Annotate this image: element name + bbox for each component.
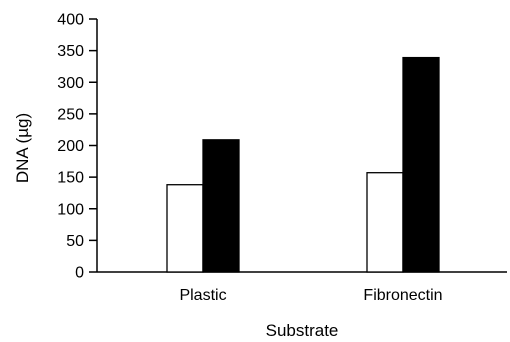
y-tick-label: 50 xyxy=(66,233,84,250)
y-tick-label: 150 xyxy=(57,170,84,187)
y-tick-label: 250 xyxy=(57,106,84,123)
x-axis-title: Substrate xyxy=(266,321,339,340)
bar xyxy=(366,172,404,273)
y-tick-label: 0 xyxy=(75,265,84,282)
bar xyxy=(202,139,240,273)
y-tick-label: 200 xyxy=(57,138,84,155)
bar xyxy=(166,184,204,273)
y-tick-label: 100 xyxy=(57,201,84,218)
y-axis: 0 50 100 150 200 250 300 350 400 xyxy=(57,12,98,282)
bar xyxy=(402,56,440,273)
x-tick-label: Fibronectin xyxy=(363,287,442,304)
y-tick-label: 400 xyxy=(57,12,84,29)
y-axis-title: DNA (µg) xyxy=(13,113,32,183)
x-axis: Plastic Fibronectin xyxy=(97,271,507,304)
bars xyxy=(166,56,440,273)
y-tick-label: 300 xyxy=(57,75,84,92)
x-tick-label: Plastic xyxy=(179,287,226,304)
y-tick-label: 350 xyxy=(57,43,84,60)
